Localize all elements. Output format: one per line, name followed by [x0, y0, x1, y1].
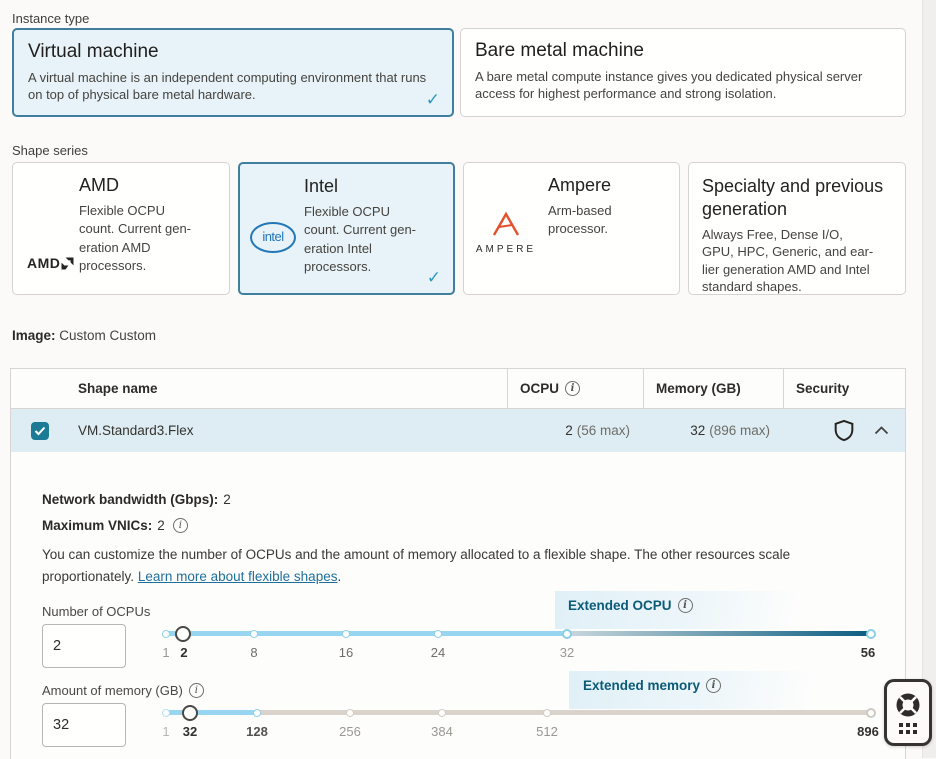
card-description: A virtual machine is an independent comp… [28, 70, 427, 102]
card-virtual-machine[interactable]: Virtual machine A virtual machine is an … [12, 28, 454, 117]
slider-tick [434, 629, 442, 638]
slider-tick-boundary [562, 628, 572, 639]
shape-name-cell: VM.Standard3.Flex [78, 423, 194, 438]
tick-label: 256 [339, 724, 361, 739]
slider-tick [253, 708, 261, 717]
learn-more-link[interactable]: Learn more about flexible shapes [137, 569, 338, 584]
extended-memory-wash [569, 671, 819, 709]
scrollbar-track[interactable] [922, 0, 936, 758]
card-description: A bare metal compute instance gives you … [475, 69, 863, 101]
slider-tick-end [866, 628, 876, 639]
chevron-up-icon[interactable] [874, 426, 889, 435]
card-title: Specialty and previous generation [702, 176, 884, 219]
slider-tick-end [866, 707, 876, 718]
life-buoy-icon [896, 693, 920, 716]
ocpu-input[interactable] [42, 624, 126, 668]
tick-label: 8 [250, 645, 258, 660]
header-memory: Memory (GB) [643, 369, 783, 408]
slider-tick [543, 708, 551, 717]
info-icon[interactable]: i [188, 683, 204, 698]
shape-row[interactable]: VM.Standard3.Flex 2 (56 max) 32 (896 max… [11, 409, 905, 453]
slider-tick [346, 708, 354, 717]
amd-logo-icon: AMD [27, 255, 74, 271]
info-icon[interactable]: i [677, 598, 693, 613]
header-ocpu: OCPU i [507, 369, 643, 408]
ampere-logo-icon: AMPERE [472, 211, 540, 255]
image-info: Image: Custom Custom [12, 328, 156, 343]
tick-label: 2 [180, 645, 188, 660]
shield-icon [834, 419, 854, 442]
header-checkbox-spacer [11, 369, 68, 408]
details-panel: Network bandwidth (Gbps): 2 Maximum VNIC… [10, 452, 906, 759]
tick-label: 128 [246, 724, 268, 739]
slider-track-regular[interactable] [166, 631, 567, 636]
tick-label: 16 [338, 645, 354, 660]
selected-check-icon: ✓ [425, 90, 440, 109]
tick-label: 1 [162, 724, 170, 739]
card-intel[interactable]: intel Intel Flexible OCPU count. Current… [238, 162, 455, 295]
header-shape-name: Shape name [78, 381, 158, 396]
card-title: Ampere [548, 175, 612, 195]
instance-type-label: Instance type [12, 11, 90, 26]
tick-label: 1 [162, 645, 170, 660]
flex-shape-description: You can customize the number of OCPUs an… [42, 547, 791, 584]
slider-tick [250, 629, 258, 638]
slider-tick [342, 629, 350, 638]
selected-check-icon: ✓ [426, 268, 441, 287]
tick-label: 32 [559, 645, 575, 660]
grid-dots-icon [899, 722, 917, 734]
info-icon[interactable]: i [565, 381, 581, 396]
slider-tick [438, 708, 446, 717]
slider-tick [162, 629, 170, 638]
tick-label: 512 [536, 724, 558, 739]
image-info-value: Custom Custom [59, 328, 157, 343]
memory-label: Amount of memory (GB) i [42, 683, 204, 698]
tick-label: 896 [857, 724, 879, 739]
shape-series-label: Shape series [12, 143, 88, 158]
memory-slider-handle[interactable] [182, 704, 198, 721]
card-amd[interactable]: AMD AMD Flexible OCPU count. Current gen… [12, 162, 230, 295]
table-header: Shape name OCPU i Memory (GB) Security [11, 369, 905, 409]
card-specialty[interactable]: Specialty and previous generation Always… [688, 162, 906, 295]
header-security: Security [783, 369, 905, 408]
extended-ocpu-label: Extended OCPU i [568, 598, 693, 613]
slider-track-regular[interactable] [166, 710, 257, 715]
intel-logo-icon: intel [250, 222, 296, 253]
card-title: AMD [79, 175, 119, 195]
row-checkbox[interactable] [30, 421, 49, 440]
slider-track-extended[interactable] [567, 631, 871, 636]
extended-memory-label: Extended memory i [583, 678, 722, 693]
card-title: Intel [304, 176, 339, 196]
memory-cell: 32 (896 max) [690, 423, 770, 438]
tick-label: 32 [182, 724, 198, 739]
card-ampere[interactable]: AMPERE Ampere Arm-based processor. [463, 162, 680, 295]
tick-label: 24 [430, 645, 446, 660]
shape-table: Shape name OCPU i Memory (GB) Security V… [10, 368, 906, 454]
card-title: Bare metal machine [475, 40, 644, 61]
checkbox-check-icon [34, 426, 45, 435]
ocpu-slider-handle[interactable] [175, 625, 191, 642]
slider-track-disabled[interactable] [257, 710, 871, 715]
tick-label: 56 [860, 645, 876, 660]
max-vnics: Maximum VNICs: 2 i [42, 518, 188, 533]
info-icon[interactable]: i [172, 518, 188, 533]
ocpu-cell: 2 (56 max) [565, 423, 630, 438]
help-widget[interactable] [884, 679, 932, 746]
card-title: Virtual machine [28, 41, 159, 62]
image-info-label: Image: [12, 328, 56, 343]
tick-label: 384 [431, 724, 453, 739]
network-bandwidth: Network bandwidth (Gbps): 2 [42, 492, 231, 507]
security-cell [783, 409, 905, 452]
ocpu-label: Number of OCPUs [42, 604, 151, 619]
memory-input[interactable] [42, 703, 126, 747]
info-icon[interactable]: i [706, 678, 722, 693]
card-bare-metal-machine[interactable]: Bare metal machine A bare metal compute … [460, 28, 906, 117]
slider-tick [162, 708, 170, 717]
